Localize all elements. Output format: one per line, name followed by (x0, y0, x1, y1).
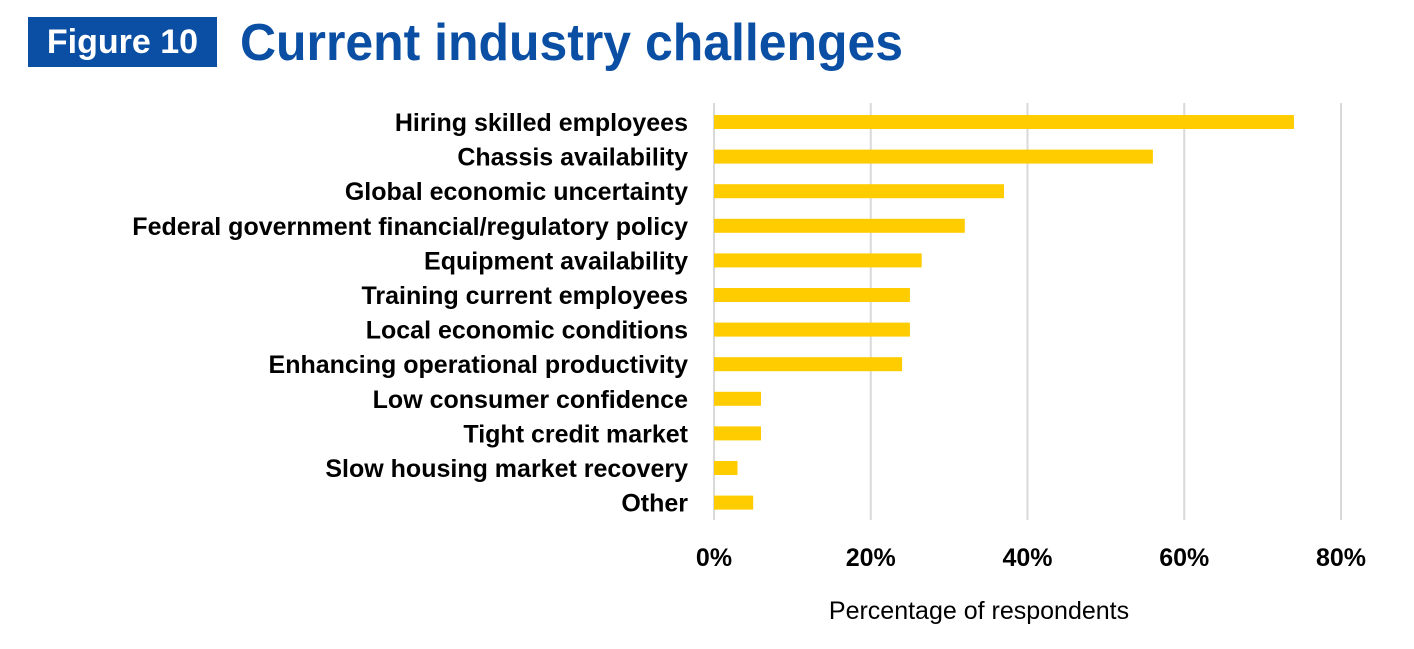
category-label: Tight credit market (463, 420, 688, 448)
bar (714, 115, 1294, 129)
x-tick-labels: 0% 20% 40% 60% 80% (696, 544, 1366, 572)
x-tick-label: 60% (1159, 544, 1209, 572)
category-label: Training current employees (362, 282, 689, 310)
category-label: Other (621, 490, 688, 518)
category-label: Slow housing market recovery (325, 455, 688, 483)
figure-badge: Figure 10 (28, 17, 217, 67)
x-tick-label: 0% (696, 544, 732, 572)
chart-title: Current industry challenges (240, 14, 903, 72)
bar (714, 218, 965, 233)
gridlines (713, 103, 1342, 520)
bar (714, 322, 910, 337)
bar (714, 495, 754, 510)
x-tick-label: 80% (1316, 544, 1366, 572)
category-label: Local economic conditions (366, 317, 688, 345)
category-label: Federal government financial/regulatory … (132, 213, 688, 241)
category-label: Enhancing operational productivity (269, 351, 689, 379)
x-tick-label: 20% (846, 544, 896, 572)
bar (714, 253, 922, 268)
bar (714, 149, 1153, 164)
category-label: Equipment availability (424, 247, 688, 275)
x-tick-label: 40% (1002, 544, 1052, 572)
category-label: Chassis availability (457, 144, 688, 172)
category-label: Global economic uncertainty (345, 178, 688, 206)
bar (714, 184, 1004, 199)
bars (714, 115, 1294, 510)
bar (714, 426, 762, 441)
category-label: Low consumer confidence (373, 386, 688, 414)
bar (714, 461, 738, 475)
category-label: Hiring skilled employees (395, 109, 688, 137)
x-axis-label: Percentage of respondents (829, 597, 1129, 625)
bar (714, 391, 762, 406)
category-labels: Hiring skilled employees Chassis availabi… (132, 109, 688, 518)
bar (714, 357, 903, 372)
bar (714, 288, 910, 302)
